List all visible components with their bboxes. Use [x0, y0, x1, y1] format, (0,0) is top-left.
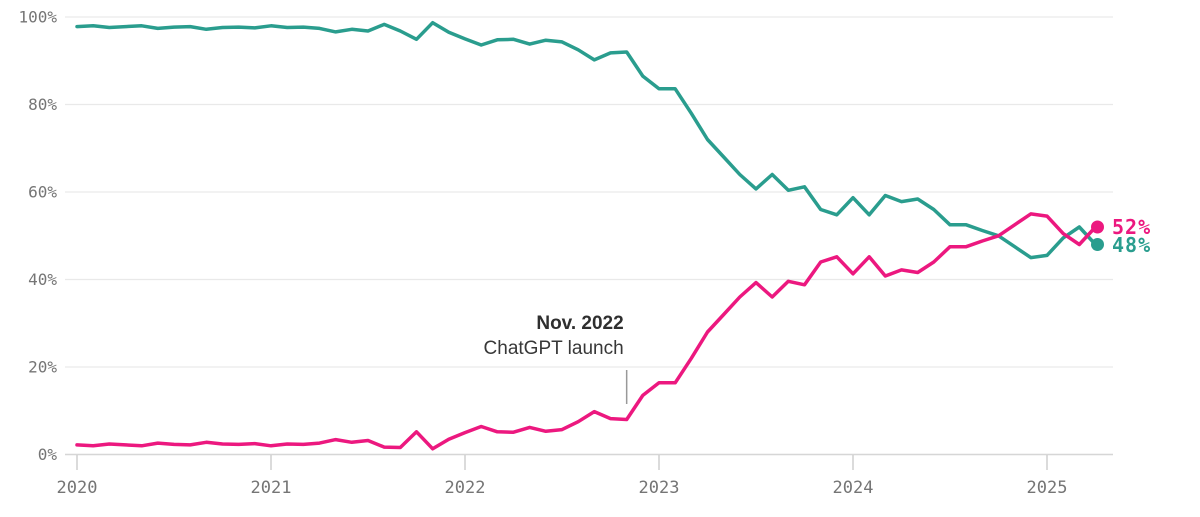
y-axis-tick-label: 20%	[28, 358, 57, 377]
teal-end-dot	[1091, 238, 1104, 251]
x-axis-tick-label: 2024	[833, 478, 874, 498]
teal-series-end-label: 48%	[1112, 232, 1152, 257]
x-axis-tick-label: 2020	[57, 478, 98, 498]
chatgpt-launch-annotation: Nov. 2022 ChatGPT launch	[484, 311, 624, 361]
y-axis-tick-label: 100%	[18, 8, 57, 27]
x-axis-tick-label: 2023	[639, 478, 680, 498]
y-axis-tick-label: 40%	[28, 270, 57, 289]
y-axis-tick-label: 60%	[28, 183, 57, 202]
x-axis-tick-label: 2022	[445, 478, 486, 498]
pink-series-end-label: 52%	[1112, 215, 1152, 239]
y-axis-tick-label: 80%	[28, 95, 57, 114]
y-axis-tick-label: 0%	[38, 445, 58, 464]
teal-series-line	[75, 20, 1098, 260]
pink-end-dot	[1091, 220, 1104, 234]
x-axis-tick-label: 2025	[1027, 478, 1068, 498]
pink-series-line	[75, 212, 1098, 451]
annotation-event: ChatGPT launch	[483, 338, 624, 359]
x-axis-tick-label: 2021	[251, 478, 292, 498]
annotation-date: Nov. 2022	[536, 313, 624, 334]
